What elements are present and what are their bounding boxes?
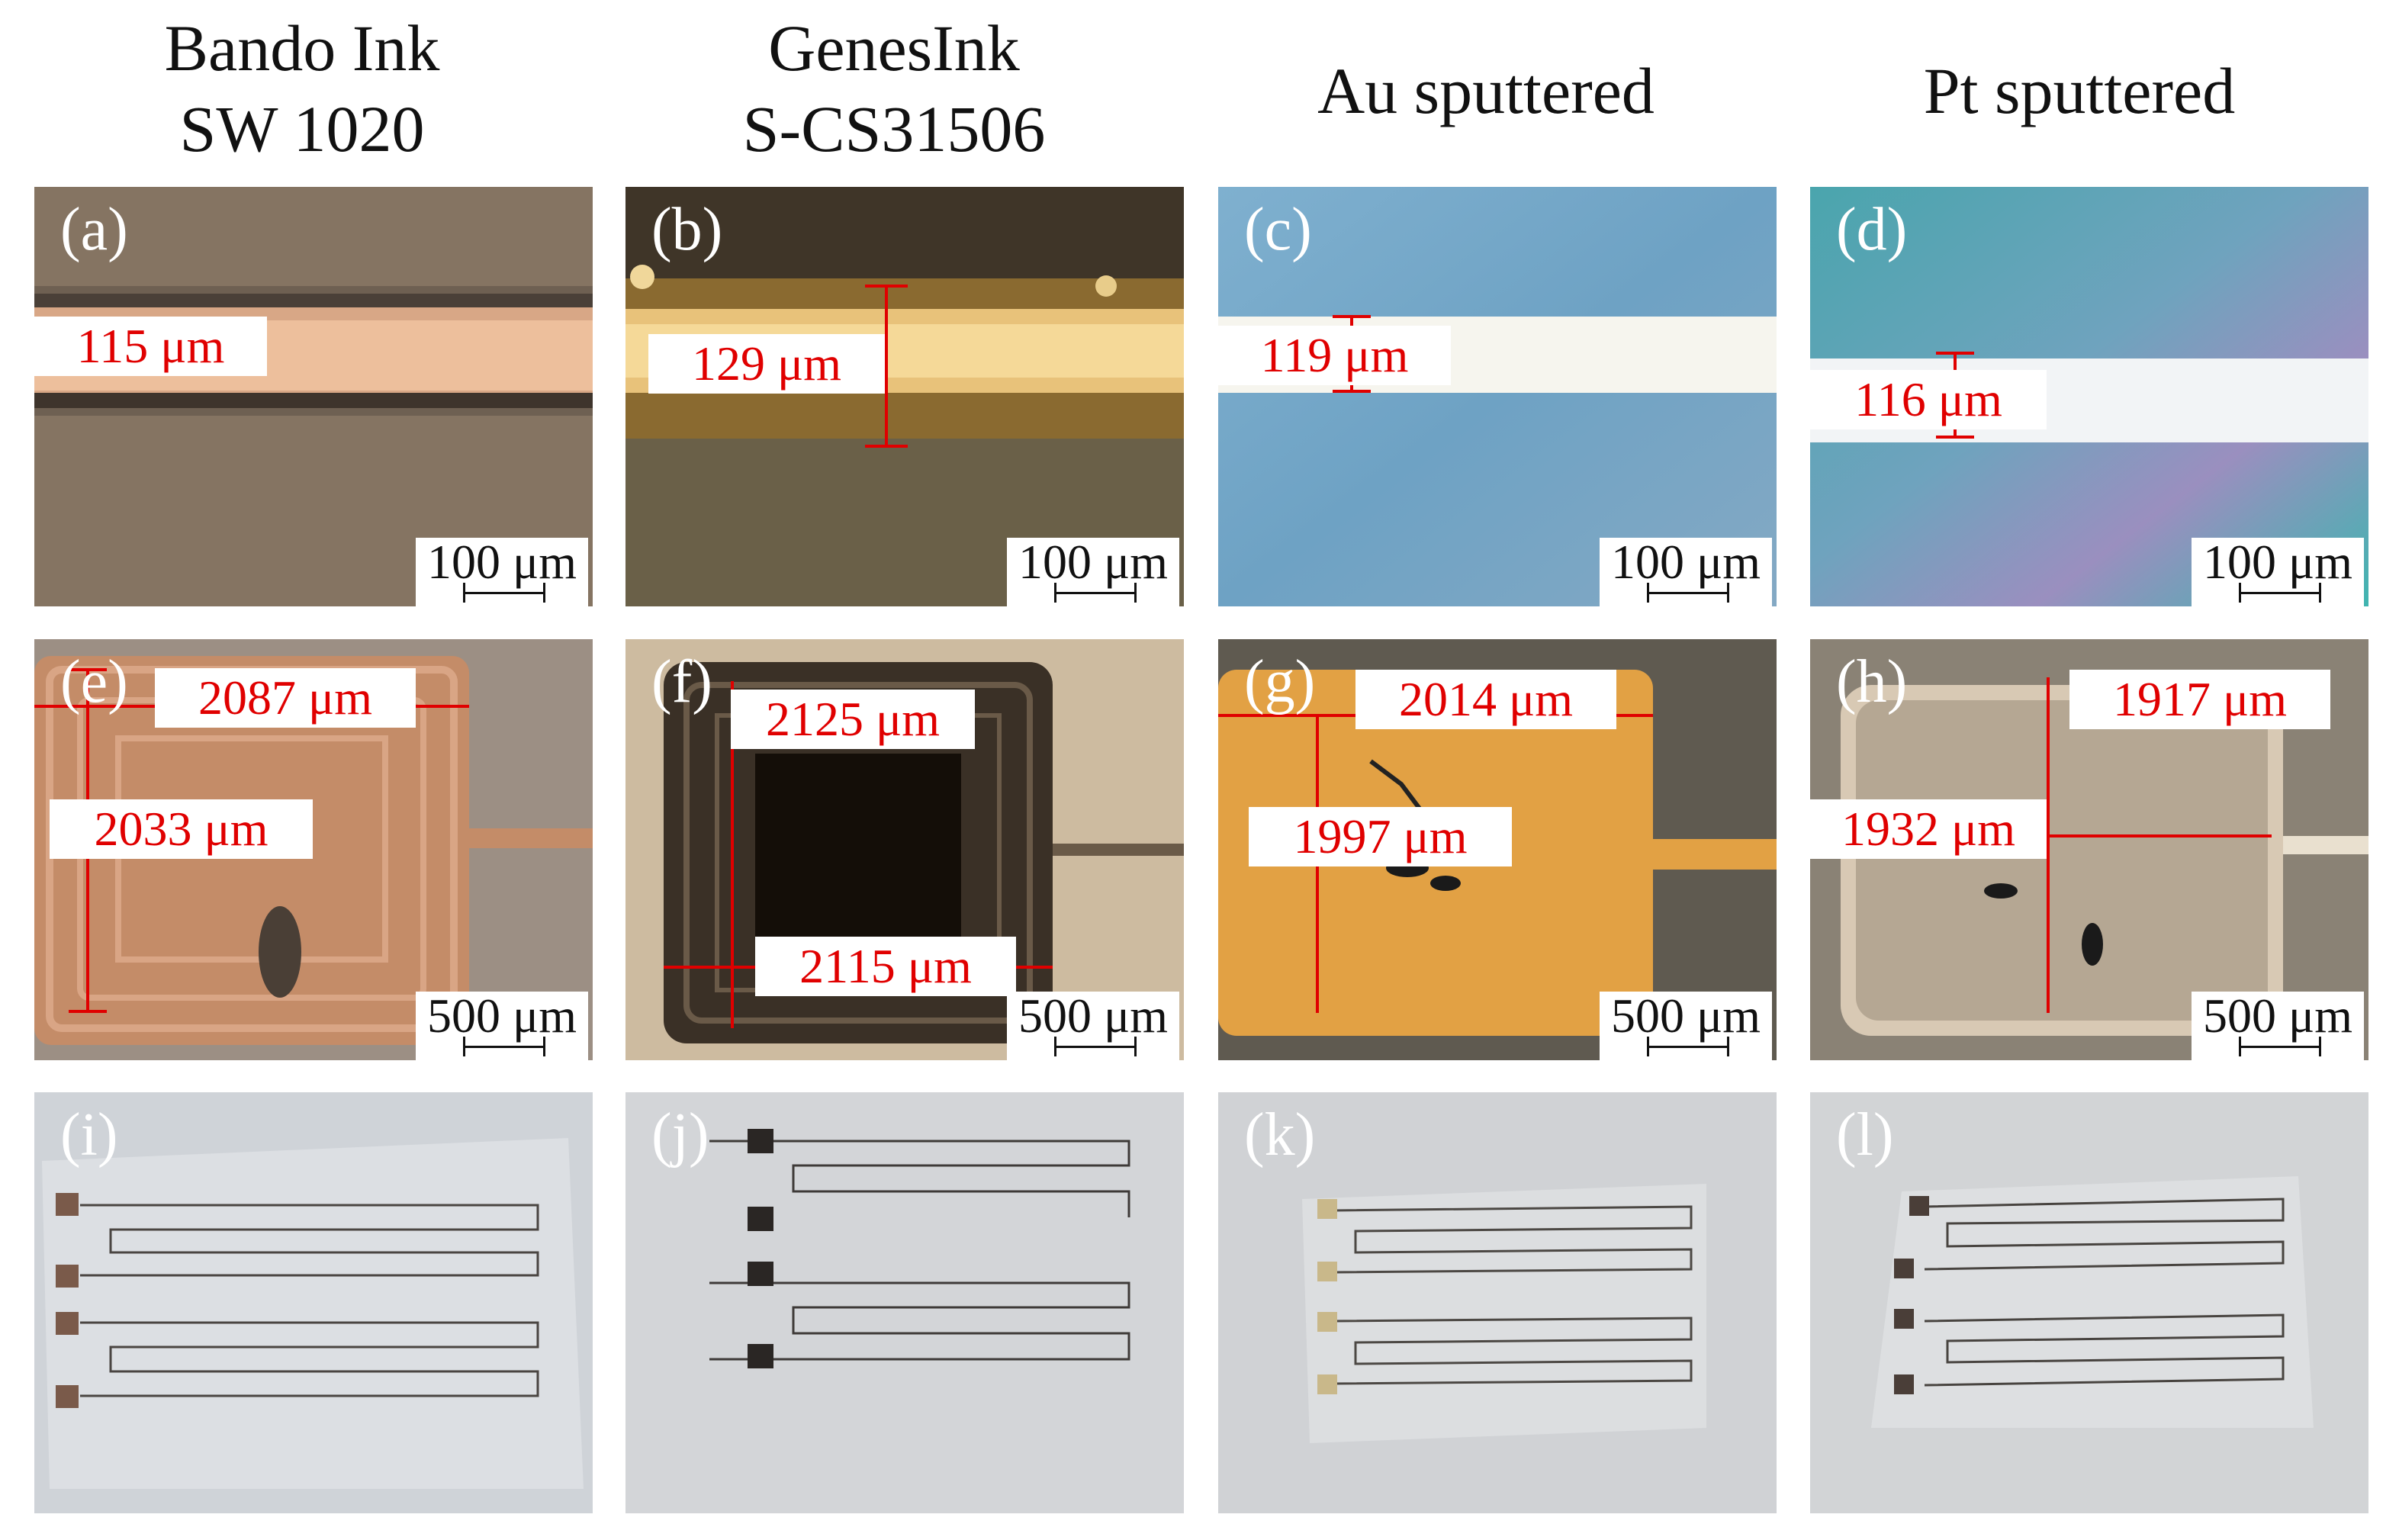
- panel-label: (e): [60, 648, 128, 715]
- panel-label: (l): [1836, 1101, 1894, 1169]
- scale-bar-label: 500 μm: [1018, 989, 1169, 1043]
- panel-label: (d): [1836, 196, 1908, 263]
- scale-bar-label: 100 μm: [1018, 535, 1169, 589]
- scale-bar-line: [2239, 1037, 2321, 1056]
- photo-genesink-heater: [625, 1092, 1184, 1513]
- column-title-line1: GenesInk: [768, 11, 1020, 85]
- scale-bar-line: [1647, 583, 1729, 603]
- micrograph-genesink-line: [625, 187, 1184, 606]
- scale-bar-label: 100 μm: [1610, 535, 1761, 589]
- panel-label: (j): [651, 1101, 709, 1169]
- panel-k: (k): [1218, 1092, 1777, 1513]
- panel-label: (a): [60, 196, 128, 263]
- scale-bar-line: [1054, 583, 1137, 603]
- scale-bar-label: 100 μm: [2202, 535, 2353, 589]
- scale-bar: 100 μm: [1600, 535, 1772, 606]
- width-measurement: 115 μm: [34, 317, 267, 376]
- width-measurement: 1917 μm: [2069, 670, 2330, 729]
- scale-bar: 100 μm: [2192, 535, 2364, 606]
- scale-bar: 100 μm: [416, 535, 588, 606]
- panel-d: (d) 116 μm 100 μm: [1810, 187, 2368, 606]
- panel-label: (g): [1244, 648, 1316, 715]
- scale-bar: 100 μm: [1007, 535, 1179, 606]
- panel-label: (f): [651, 648, 712, 715]
- height-measurement: 2115 μm: [755, 937, 1016, 996]
- panel-label: (k): [1244, 1101, 1316, 1169]
- panel-a: (a) 115 μm 100 μm: [34, 187, 593, 606]
- panel-g: (g) 2014 μm 1997 μm 500 μm: [1218, 639, 1777, 1060]
- panel-i: (i): [34, 1092, 593, 1513]
- scale-bar-line: [1647, 1037, 1729, 1056]
- panel-l: (l): [1810, 1092, 2368, 1513]
- width-measurement: 119 μm: [1218, 326, 1451, 385]
- height-measurement: 1932 μm: [1810, 799, 2047, 859]
- column-title-line2: SW 1020: [179, 92, 425, 166]
- panel-j: (j): [625, 1092, 1184, 1513]
- column-title-au: Au sputtered: [1207, 50, 1765, 131]
- panel-label: (h): [1836, 648, 1908, 715]
- panel-label: (b): [651, 196, 723, 263]
- photo-bando-heater: [34, 1092, 593, 1513]
- panel-e: (e) 2087 μm 2033 μm 500 μm: [34, 639, 593, 1060]
- column-title-line1: Pt sputtered: [1923, 54, 2236, 127]
- column-title-line1: Bando Ink: [164, 11, 440, 85]
- width-measurement: 2014 μm: [1355, 670, 1616, 729]
- width-measurement: 2087 μm: [155, 668, 416, 728]
- scale-bar-label: 500 μm: [2202, 989, 2353, 1043]
- height-measurement: 1997 μm: [1249, 807, 1512, 866]
- column-title-pt: Pt sputtered: [1800, 50, 2359, 131]
- width-measurement: 116 μm: [1810, 370, 2047, 429]
- micrograph-au-line: [1218, 187, 1777, 606]
- scale-bar: 500 μm: [1007, 989, 1179, 1060]
- height-measurement: 2033 μm: [50, 799, 313, 859]
- column-title-genesink: GenesInk S-CS31506: [615, 8, 1173, 169]
- panel-f: (f) 2125 μm 2115 μm 500 μm: [625, 639, 1184, 1060]
- panel-h: (h) 1917 μm 1932 μm 500 μm: [1810, 639, 2368, 1060]
- panel-c: (c) 119 μm 100 μm: [1218, 187, 1777, 606]
- scale-bar-label: 500 μm: [1610, 989, 1761, 1043]
- column-title-line1: Au sputtered: [1317, 54, 1655, 127]
- panel-b: (b) 129 μm 100 μm: [625, 187, 1184, 606]
- scale-bar-line: [463, 1037, 545, 1056]
- scale-bar: 500 μm: [1600, 989, 1772, 1060]
- scale-bar-label: 100 μm: [426, 535, 577, 589]
- column-title-bando: Bando Ink SW 1020: [23, 8, 581, 169]
- panel-label: (c): [1244, 196, 1312, 263]
- scale-bar: 500 μm: [2192, 989, 2364, 1060]
- scale-bar-label: 500 μm: [426, 989, 577, 1043]
- scale-bar-line: [2239, 583, 2321, 603]
- width-measurement: 129 μm: [648, 334, 885, 394]
- width-measurement: 2125 μm: [731, 690, 975, 749]
- scale-bar-line: [463, 583, 545, 603]
- photo-pt-heater: [1810, 1092, 2368, 1513]
- panel-label: (i): [60, 1101, 118, 1169]
- photo-au-heater: [1218, 1092, 1777, 1513]
- scale-bar: 500 μm: [416, 989, 588, 1060]
- scale-bar-line: [1054, 1037, 1137, 1056]
- column-title-line2: S-CS31506: [742, 92, 1046, 166]
